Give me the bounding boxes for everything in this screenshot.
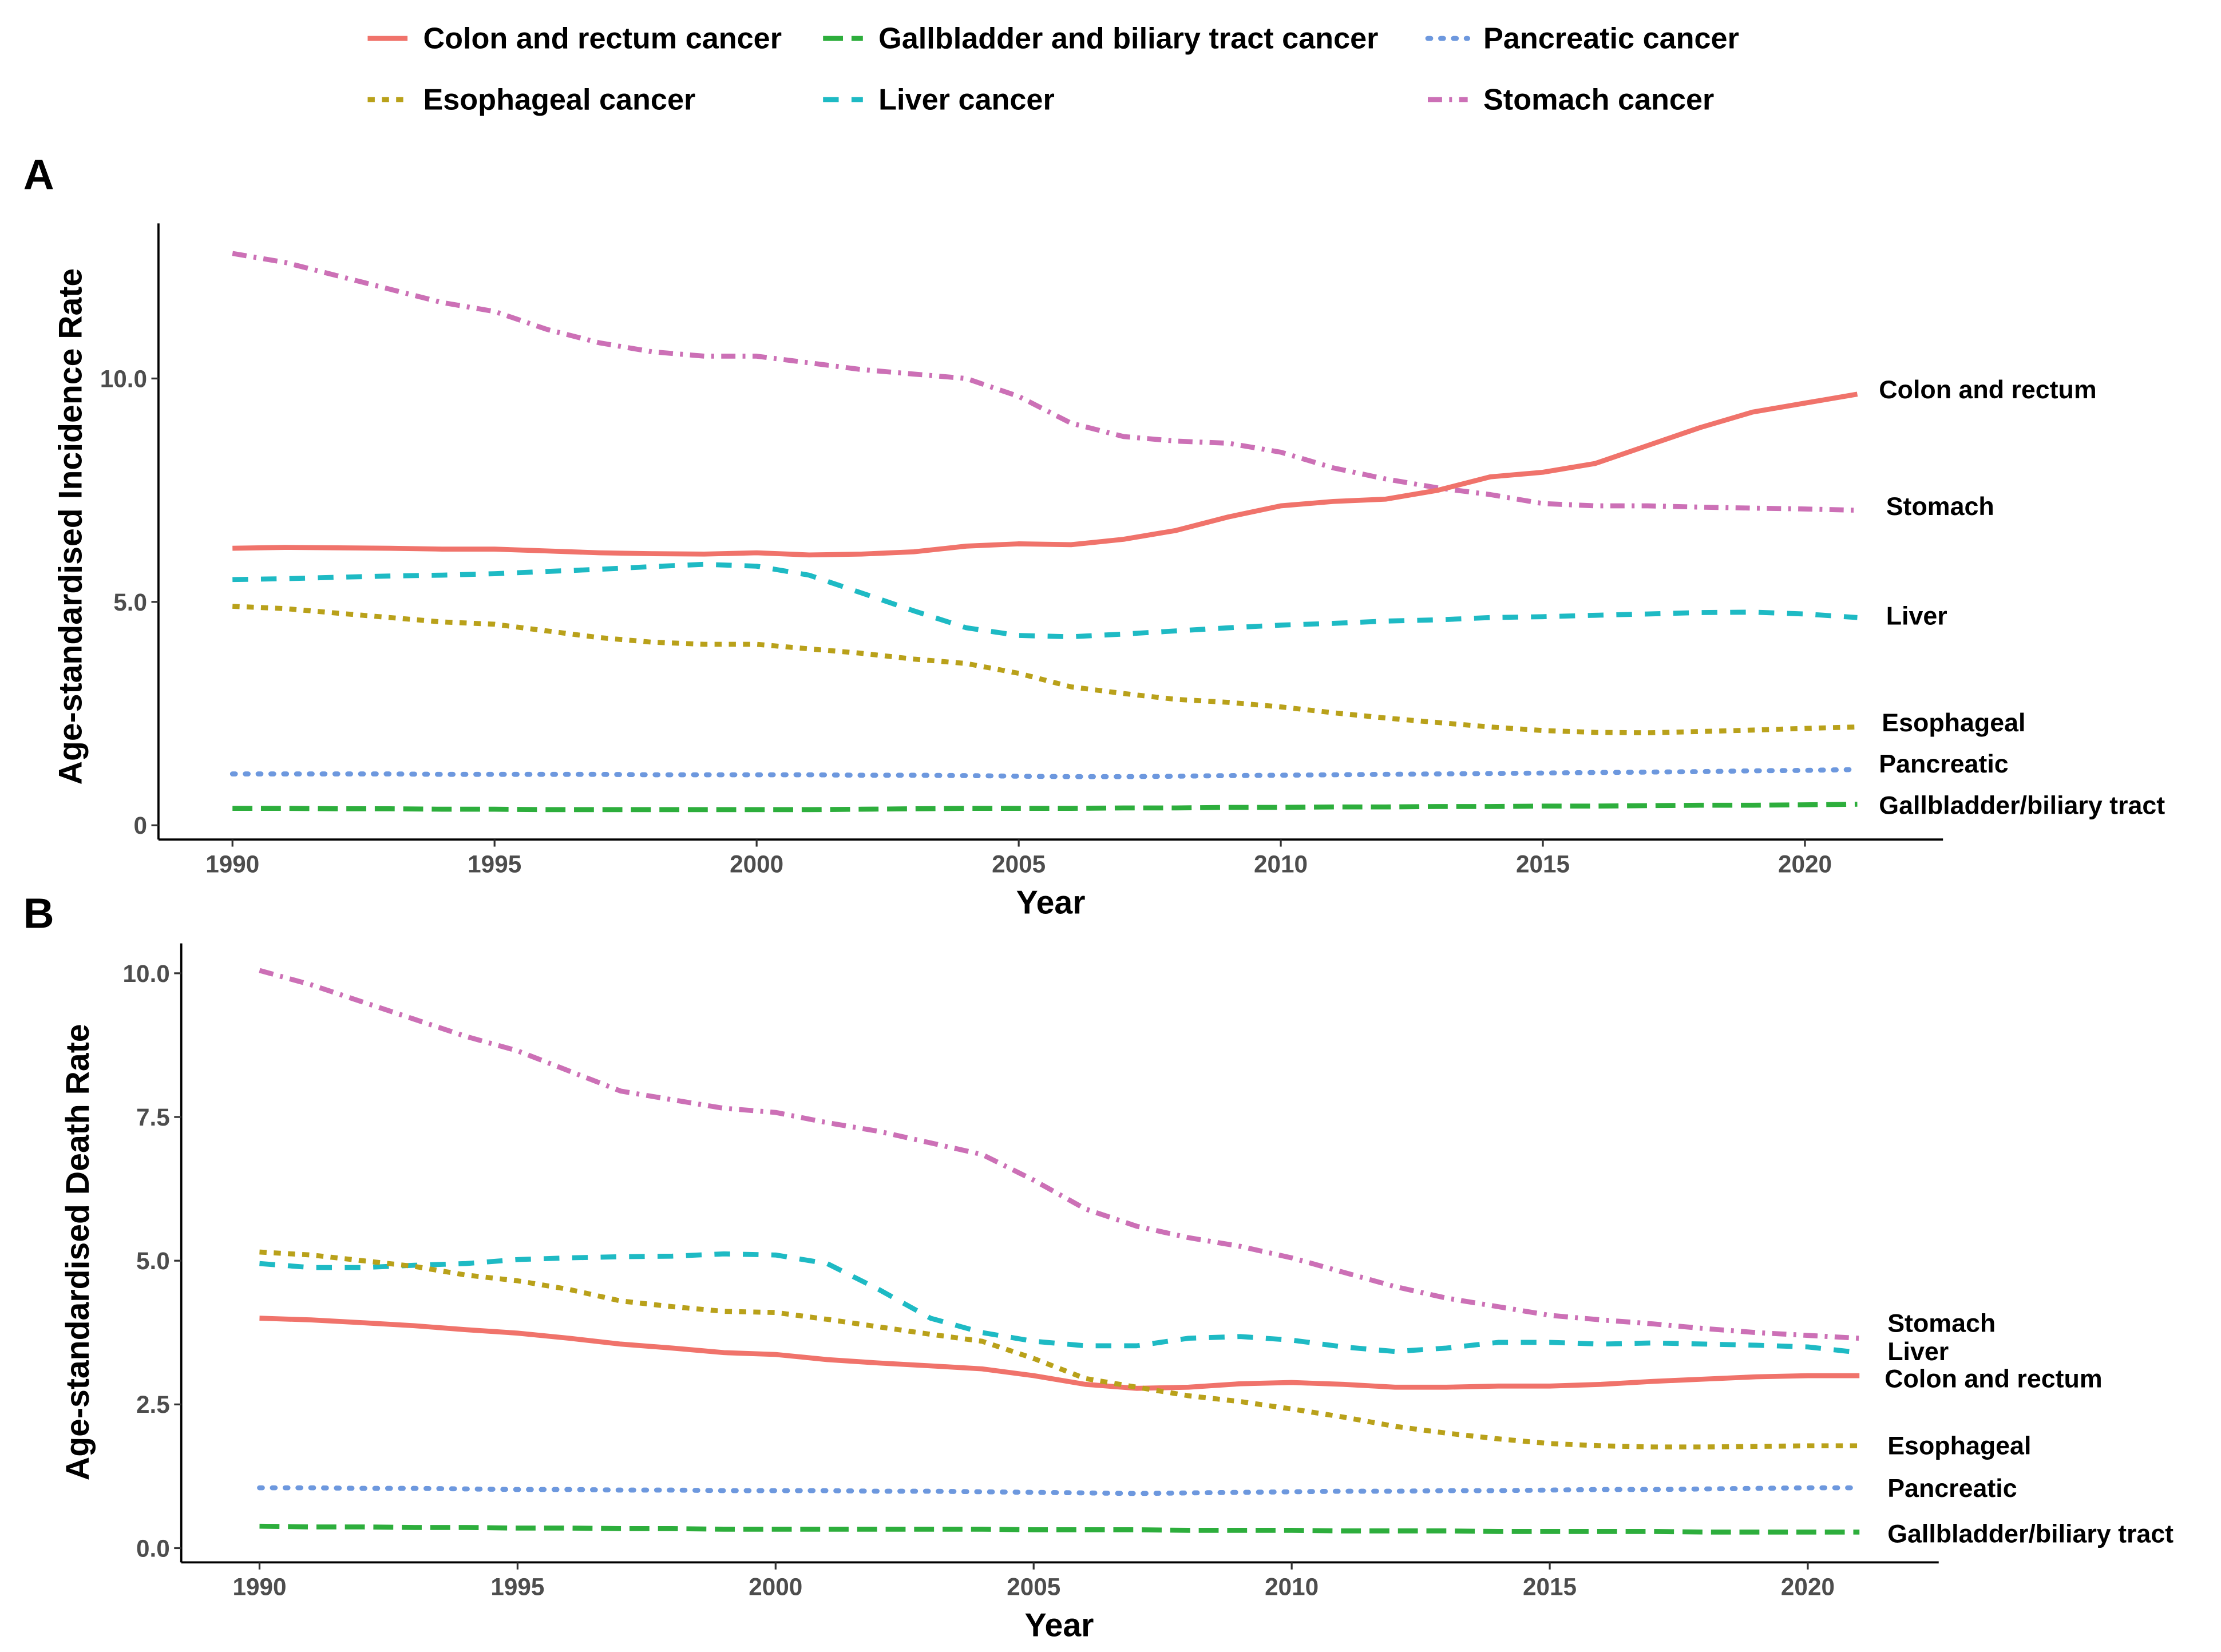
- x-tick-label: 2005: [1007, 1574, 1060, 1601]
- series-line-pancreatic: [257, 1485, 1862, 1496]
- end-label-gallbladder: Gallbladder/biliary tract: [1887, 1520, 2174, 1548]
- x-tick-label: 1995: [468, 850, 521, 877]
- x-tick-label: 1995: [490, 1574, 544, 1601]
- x-tick-label: 1990: [205, 850, 259, 877]
- y-tick-label: 0: [134, 812, 148, 839]
- series-line-colon: [259, 1316, 1860, 1391]
- y-tick-label: 10.0: [123, 960, 170, 987]
- legend-label-gallbladder: Gallbladder and biliary tract cancer: [878, 22, 1378, 56]
- x-tick-label: 2020: [1778, 850, 1832, 877]
- legend-label-colon: Colon and rectum cancer: [423, 22, 782, 56]
- series-line-stomach: [259, 968, 1860, 1341]
- legend-label-pancreatic: Pancreatic cancer: [1483, 22, 1739, 56]
- end-label-pancreatic: Pancreatic: [1887, 1474, 2017, 1503]
- x-tick-label: 2010: [1254, 850, 1308, 877]
- x-tick-label: 2010: [1265, 1574, 1319, 1601]
- x-tick-label: 2000: [749, 1574, 802, 1601]
- panel-letter: B: [23, 889, 54, 937]
- x-tick-label: 2015: [1523, 1574, 1577, 1601]
- x-axis-title: Year: [1025, 1607, 1094, 1644]
- legend-label-liver: Liver cancer: [878, 83, 1055, 116]
- x-tick-label: 1990: [232, 1574, 286, 1601]
- legend-label-esophageal: Esophageal cancer: [423, 83, 695, 116]
- series-line-colon: [232, 391, 1858, 558]
- series-line-pancreatic: [229, 767, 1860, 779]
- legend-label-stomach: Stomach cancer: [1483, 83, 1714, 116]
- y-tick-label: 10.0: [100, 365, 147, 392]
- y-tick-label: 0.0: [136, 1535, 170, 1562]
- x-axis-title: Year: [1016, 884, 1086, 921]
- y-tick-label: 2.5: [136, 1391, 170, 1418]
- end-label-liver: Liver: [1887, 1337, 1949, 1366]
- end-label-pancreatic: Pancreatic: [1879, 750, 2008, 778]
- end-label-colon: Colon and rectum: [1885, 1364, 2102, 1393]
- series-line-gallbladder: [232, 802, 1858, 813]
- end-label-gallbladder: Gallbladder/biliary tract: [1879, 791, 2165, 819]
- x-tick-label: 2015: [1516, 850, 1570, 877]
- series-line-liver: [232, 561, 1858, 640]
- y-tick-label: 7.5: [136, 1104, 170, 1131]
- end-label-stomach: Stomach: [1887, 1309, 1996, 1338]
- end-label-liver: Liver: [1886, 602, 1947, 631]
- series-line-esophageal: [232, 604, 1858, 735]
- x-tick-label: 2020: [1781, 1574, 1835, 1601]
- legend: Colon and rectum cancer Gallbladder and b…: [367, 22, 1739, 116]
- panel-b-death: B 1990 1995 2000 2005 2010 2015 2020 0.0 2.5 5.0 7.…: [23, 889, 2174, 1643]
- y-tick-label: 5.0: [136, 1247, 170, 1274]
- y-axis-title: Age-standardised Death Rate: [60, 1024, 96, 1480]
- series-line-stomach: [232, 251, 1858, 513]
- end-label-colon: Colon and rectum: [1879, 375, 2096, 404]
- series-line-liver: [259, 1251, 1860, 1356]
- end-label-esophageal: Esophageal: [1887, 1431, 2031, 1460]
- y-tick-label: 5.0: [113, 589, 147, 616]
- series-line-esophageal: [259, 1249, 1860, 1450]
- panel-a-incidence: A 1990 1995 2000 2005 2010 2015 2020 0 5.0 10.0 Yea…: [23, 150, 2165, 921]
- end-label-stomach: Stomach: [1886, 492, 1994, 521]
- y-axis-title: Age-standardised Incidence Rate: [53, 268, 89, 785]
- panel-letter: A: [23, 150, 54, 199]
- x-tick-label: 2000: [730, 850, 783, 877]
- x-tick-label: 2005: [992, 850, 1046, 877]
- end-label-esophageal: Esophageal: [1882, 708, 2025, 737]
- series-line-gallbladder: [259, 1523, 1860, 1535]
